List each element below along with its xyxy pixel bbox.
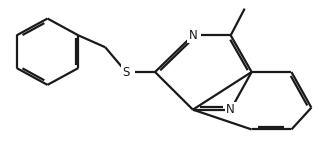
Text: S: S xyxy=(123,66,130,78)
Text: N: N xyxy=(188,29,197,42)
Text: N: N xyxy=(226,103,235,116)
